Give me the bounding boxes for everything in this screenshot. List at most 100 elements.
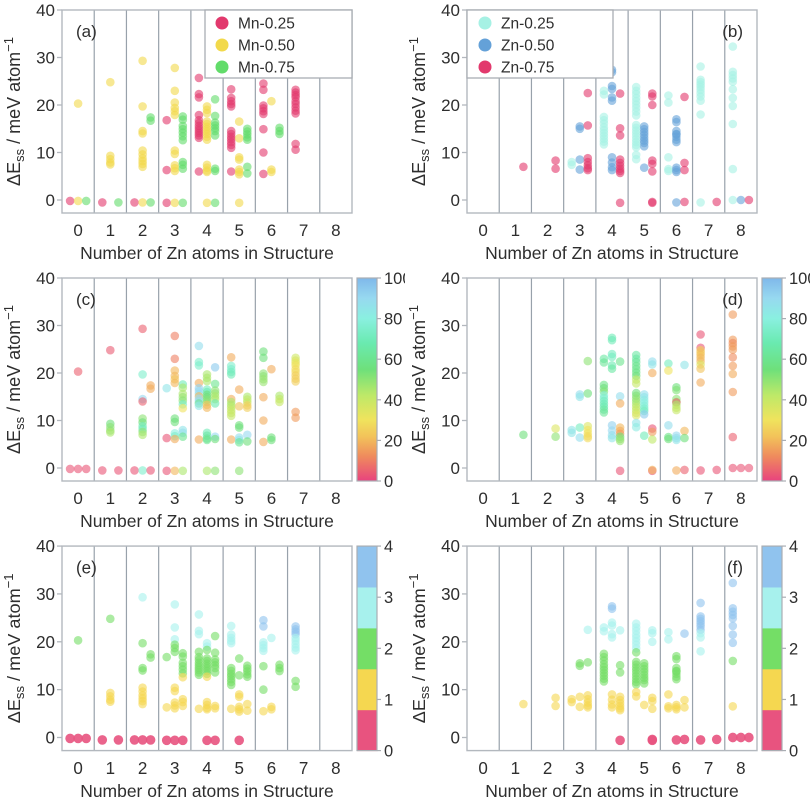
- data-point: [664, 153, 673, 162]
- data-point: [162, 198, 171, 208]
- plot-frame: [466, 277, 758, 482]
- data-point: [744, 195, 754, 205]
- data-points: [519, 578, 754, 746]
- panel-letter: (a): [76, 22, 97, 41]
- data-point: [243, 430, 252, 440]
- legend-swatch: [478, 38, 492, 52]
- data-points: [519, 42, 754, 208]
- data-point: [194, 341, 204, 351]
- panel-c: 0 10 20 30 40 0 1 2 3 4 5 6 7 8 Number of Zn atoms in …: [0, 268, 405, 536]
- data-point: [728, 702, 738, 711]
- x-tick-label: 2: [543, 489, 552, 508]
- data-point: [170, 198, 180, 208]
- data-point: [728, 613, 738, 623]
- data-point: [736, 732, 746, 743]
- data-point: [648, 159, 657, 169]
- x-tick-label: 0: [478, 221, 487, 240]
- data-point: [194, 401, 204, 411]
- x-tick-label: 7: [704, 759, 713, 778]
- data-point: [267, 167, 276, 177]
- data-point: [607, 84, 617, 94]
- data-point: [607, 633, 617, 642]
- data-point: [664, 98, 673, 107]
- data-point: [146, 198, 155, 207]
- data-point: [728, 164, 738, 174]
- y-tick-label: 0: [451, 728, 460, 747]
- data-point: [259, 661, 268, 671]
- data-point: [210, 735, 220, 746]
- data-point: [243, 437, 252, 446]
- data-point: [648, 465, 657, 475]
- legend-swatch: [478, 16, 492, 30]
- data-point: [259, 437, 268, 447]
- data-point: [178, 403, 188, 413]
- data-point: [226, 411, 236, 421]
- colorbar-tick-label: 60: [384, 351, 402, 369]
- data-point: [599, 358, 609, 367]
- data-point: [259, 706, 268, 716]
- data-point: [607, 96, 617, 105]
- legend-label: Mn-0.50: [238, 38, 295, 55]
- data-point: [202, 198, 212, 208]
- legend-swatch: [215, 38, 229, 52]
- data-point: [194, 133, 204, 143]
- data-point: [607, 433, 617, 443]
- data-point: [648, 368, 657, 378]
- x-tick-label: 1: [106, 759, 115, 778]
- y-tick-label: 20: [36, 364, 55, 383]
- data-point: [65, 464, 75, 474]
- data-point: [648, 167, 657, 176]
- data-point: [567, 428, 576, 438]
- data-point: [672, 435, 681, 445]
- data-point: [664, 690, 673, 699]
- data-point: [234, 155, 244, 164]
- x-tick-label: 8: [331, 489, 340, 508]
- data-point: [728, 369, 738, 379]
- y-axis-label: ΔEss / meV atom−1: [1, 305, 27, 454]
- data-point: [275, 666, 284, 676]
- data-point: [664, 166, 673, 176]
- data-point: [234, 198, 244, 208]
- data-point: [202, 435, 212, 445]
- colorbar-tick-label: 1: [789, 690, 798, 709]
- colorbar-frame: [761, 277, 783, 482]
- data-point: [615, 436, 625, 446]
- data-point: [583, 658, 593, 667]
- data-point: [664, 434, 673, 444]
- panel-d: 0 10 20 30 40 0 1 2 3 4 5 6 7 8 Number of Zn atoms in …: [405, 268, 810, 536]
- data-point: [129, 735, 140, 745]
- legend-swatch: [215, 16, 229, 30]
- data-point: [259, 109, 268, 119]
- data-point: [648, 696, 657, 706]
- data-point: [680, 158, 689, 168]
- y-axis-label: ΔEss / meV atom−1: [1, 573, 27, 723]
- data-point: [664, 627, 673, 637]
- data-point: [728, 361, 738, 371]
- data-point: [728, 638, 738, 648]
- y-tick-label: 30: [441, 49, 460, 68]
- x-tick-label: 1: [511, 221, 520, 240]
- data-point: [226, 638, 236, 648]
- y-tick-label: 30: [441, 317, 460, 336]
- data-point: [607, 352, 617, 362]
- x-tick-label: 2: [138, 489, 147, 508]
- data-point: [194, 361, 204, 370]
- y-tick-label: 30: [36, 585, 55, 604]
- panel-b-chart: 0 10 20 30 40 0 1 2 3 4 5 6 7 8 Number of Zn atoms in …: [406, 1, 758, 263]
- y-tick-label: 20: [36, 96, 55, 115]
- y-tick-label: 10: [36, 144, 55, 163]
- data-point: [607, 703, 617, 712]
- data-point: [679, 734, 690, 745]
- data-point: [664, 635, 673, 644]
- data-point: [137, 735, 148, 745]
- data-point: [243, 672, 252, 682]
- x-tick-label: 8: [331, 759, 340, 778]
- data-point: [648, 360, 657, 369]
- data-point: [138, 699, 147, 709]
- colorbar-tick-label: 1: [384, 690, 393, 709]
- x-tick-label: 4: [202, 221, 211, 240]
- data-point: [210, 466, 220, 476]
- data-point: [210, 95, 220, 104]
- panel-a-chart: 0 10 20 30 40 0 1 2 3 4 5 6 7 8 Number of Zn atoms in …: [1, 1, 353, 263]
- legend-label: Zn-0.25: [501, 16, 554, 33]
